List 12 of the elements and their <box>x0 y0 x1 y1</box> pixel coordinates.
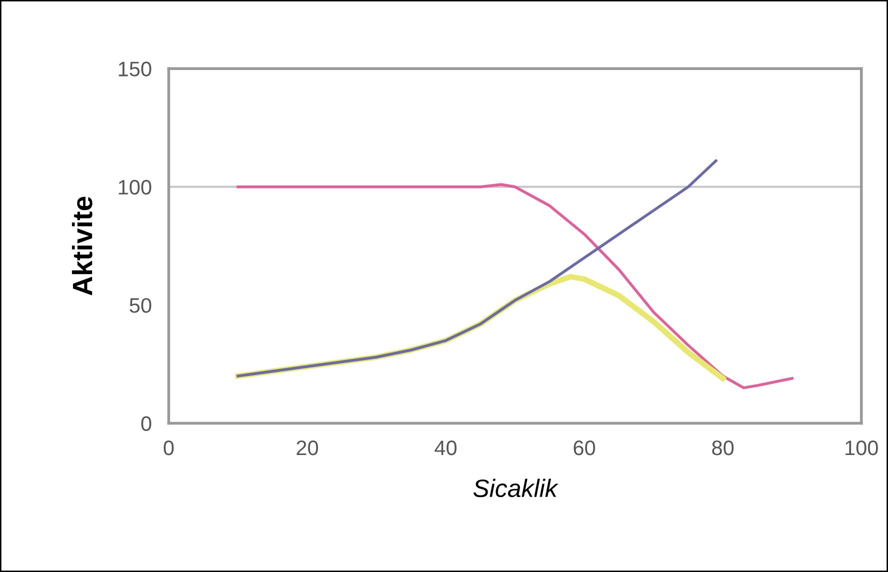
x-tick-label: 0 <box>164 440 174 456</box>
y-tick-label: 150 <box>118 62 152 76</box>
y-tick-label: 50 <box>130 298 152 313</box>
x-tick-label: 20 <box>296 440 318 456</box>
x-tick-label: 100 <box>846 440 878 456</box>
y-tick-label: 0 <box>141 416 152 432</box>
y-tick-label: 100 <box>118 180 152 195</box>
x-tick-label: 40 <box>434 440 457 456</box>
x-tick-label: 60 <box>574 440 596 456</box>
x-axis-title: Sicaklik <box>473 478 558 498</box>
x-tick-label: 80 <box>712 440 734 456</box>
y-axis-title: Aktivite <box>72 196 92 296</box>
